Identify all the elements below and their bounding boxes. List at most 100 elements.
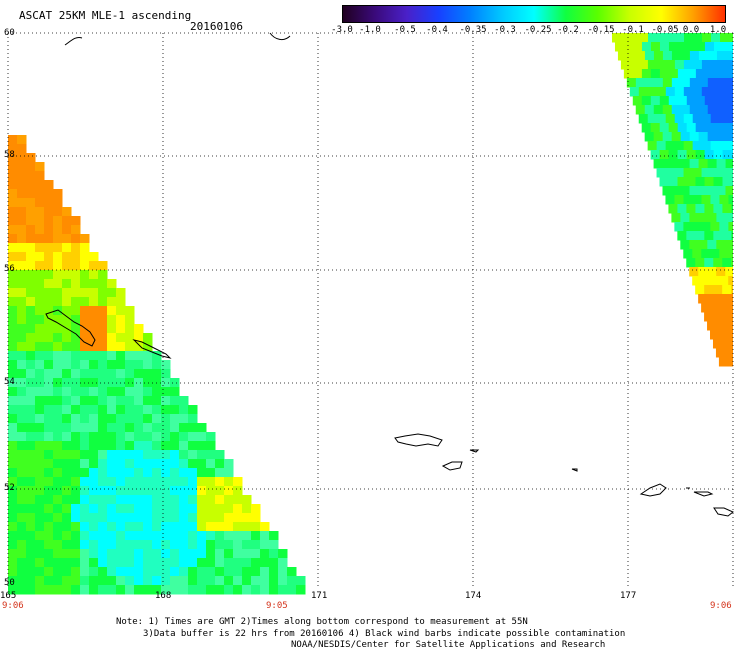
swath-cell — [722, 312, 732, 322]
swath-cell — [53, 252, 63, 262]
swath-right — [612, 33, 733, 367]
swath-cell — [35, 189, 45, 199]
time-label: 9:06 — [710, 601, 732, 611]
swath-cell — [188, 567, 198, 577]
swath-cell — [713, 69, 724, 79]
swath-cell — [62, 495, 72, 505]
swath-cell — [233, 576, 243, 586]
swath-cell — [17, 351, 27, 361]
swath-cell — [44, 513, 54, 523]
swath-cell — [71, 216, 81, 226]
swath-cell — [71, 558, 81, 568]
swath-cell — [17, 297, 27, 307]
swath-cell — [242, 540, 252, 550]
swath-cell — [725, 213, 733, 223]
swath-cell — [17, 567, 27, 577]
swath-cell — [695, 42, 706, 52]
swath-cell — [179, 423, 189, 433]
colorbar-tick-labels: -3.0 -1.0 -0.5 -0.4 -0.35 -0.3 -0.25 -0.… — [0, 25, 740, 39]
swath-cell — [26, 459, 36, 469]
swath-cell — [179, 414, 189, 424]
swath-cell — [701, 87, 712, 97]
swath-cell — [680, 51, 691, 61]
swath-cell — [707, 294, 717, 304]
swath-cell — [44, 180, 54, 190]
swath-cell — [698, 240, 708, 250]
swath-cell — [215, 450, 225, 460]
swath-cell — [53, 585, 63, 595]
swath-cell — [725, 78, 733, 88]
swath-cell — [98, 261, 108, 271]
swath-cell — [686, 123, 697, 133]
swath-cell — [80, 306, 90, 316]
swath-cell — [713, 204, 723, 214]
swath-cell — [80, 477, 90, 487]
swath-cell — [98, 297, 108, 307]
swath-cell — [71, 540, 81, 550]
colorbar-tick: 0.0 — [682, 25, 700, 35]
swath-cell — [722, 231, 732, 241]
swath-cell — [206, 567, 216, 577]
swath-cell — [197, 486, 207, 496]
swath-cell — [152, 531, 162, 541]
swath-cell — [80, 279, 90, 289]
swath-cell — [659, 177, 670, 187]
swath-cell — [206, 504, 216, 514]
swath-cell — [35, 234, 45, 244]
swath-cell — [53, 450, 63, 460]
swath-cell — [62, 315, 72, 325]
swath-cell — [683, 87, 694, 97]
swath-cell — [134, 531, 144, 541]
swath-cell — [674, 195, 684, 205]
swath-cell — [197, 441, 207, 451]
swath-cell — [710, 222, 720, 232]
swath-cell — [125, 369, 135, 379]
swath-cell — [62, 414, 72, 424]
swath-cell — [44, 216, 54, 226]
swath-cell — [44, 585, 54, 595]
swath-cell — [179, 585, 189, 595]
swath-cell — [8, 162, 18, 172]
swath-cell — [668, 123, 679, 133]
swath-cell — [62, 522, 72, 532]
swath-cell — [125, 360, 135, 370]
swath-cell — [134, 585, 144, 595]
swath-cell — [89, 441, 99, 451]
swath-cell — [671, 132, 682, 142]
swath-cell — [134, 324, 144, 334]
swath-cell — [621, 33, 631, 43]
swath-cell — [680, 186, 690, 196]
swath-cell — [107, 333, 117, 343]
swath-cell — [26, 306, 36, 316]
swath-cell — [650, 69, 661, 79]
swath-cell — [677, 123, 688, 133]
swath-cell — [644, 132, 655, 142]
swath-cell — [44, 423, 54, 433]
swath-cell — [53, 306, 63, 316]
swath-cell — [17, 531, 27, 541]
swath-cell — [53, 567, 63, 577]
swath-cell — [716, 78, 727, 88]
swath-cell — [224, 567, 234, 577]
swath-cell — [188, 549, 198, 559]
swath-cell — [53, 405, 63, 415]
swath-cell — [677, 42, 688, 52]
swath-cell — [716, 186, 726, 196]
swath-cell — [62, 450, 72, 460]
swath-cell — [269, 531, 279, 541]
swath-cell — [731, 69, 733, 79]
swath-cell — [644, 51, 655, 61]
swath-cell — [62, 234, 72, 244]
swath-cell — [695, 150, 706, 160]
swath-cell — [179, 540, 189, 550]
swath-cell — [161, 450, 171, 460]
swath-cell — [26, 261, 36, 271]
swath-cell — [698, 132, 709, 142]
swath-cell — [692, 168, 703, 178]
swath-cell — [215, 540, 225, 550]
swath-cell — [107, 468, 117, 478]
swath-cell — [666, 33, 676, 43]
swath-cell — [206, 585, 216, 595]
swath-cell — [197, 459, 207, 469]
swath-cell — [62, 387, 72, 397]
